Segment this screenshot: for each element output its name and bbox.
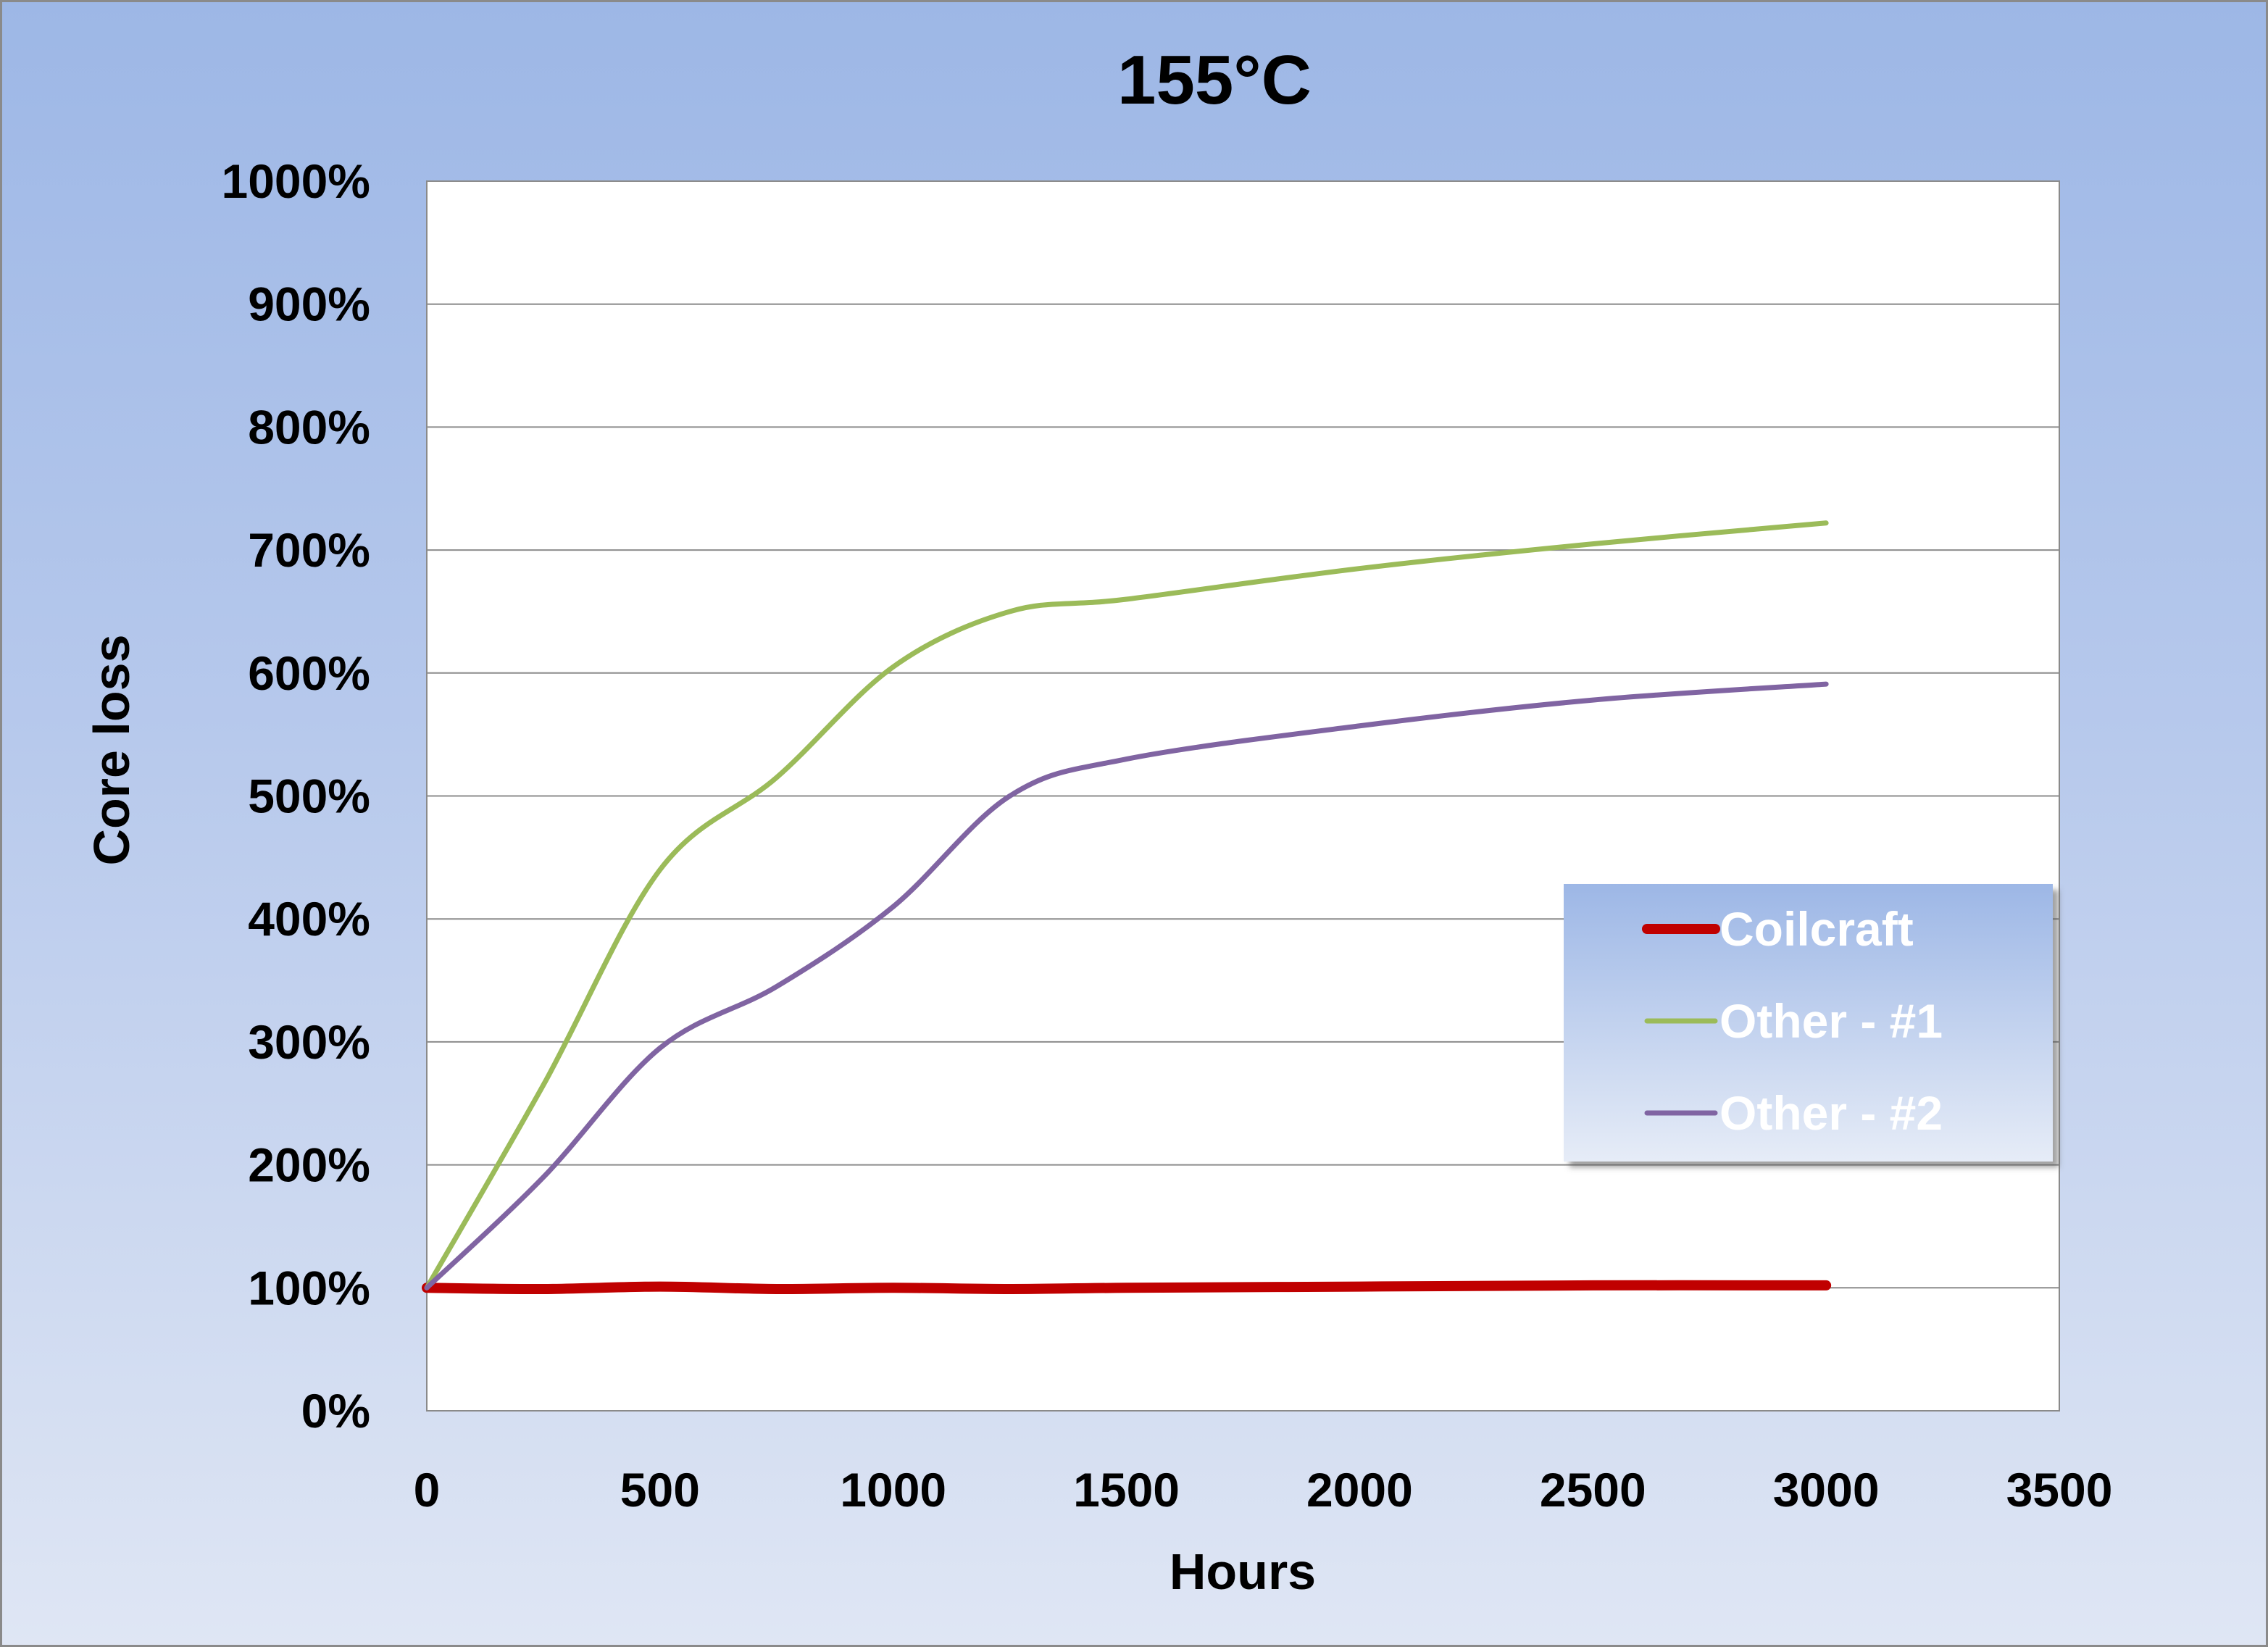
y-tick-label: 500%: [248, 770, 370, 823]
legend-label-coilcraft: Coilcraft: [1719, 902, 1914, 956]
legend-label-other-2: Other - #2: [1719, 1086, 1943, 1140]
series-line-other-1: [424, 520, 1829, 1291]
x-tick-label: 0: [414, 1463, 441, 1517]
x-axis-ticks: 0 500 1000 1500 2000 2500 3000 3500: [414, 1463, 2113, 1517]
chart-title: 155°C: [1117, 41, 1312, 119]
legend-items: Coilcraft Other - #1 Other - #2: [1642, 902, 1943, 1140]
y-tick-label: 400%: [248, 892, 370, 946]
x-tick-label: 1500: [1073, 1463, 1180, 1517]
x-tick-label: 2000: [1306, 1463, 1413, 1517]
y-tick-label: 300%: [248, 1015, 370, 1069]
y-tick-label: 100%: [248, 1261, 370, 1314]
y-tick-label: 700%: [248, 523, 370, 577]
series-line-other-2: [424, 681, 1829, 1291]
series-lines: [422, 520, 1832, 1295]
y-tick-label: 1000%: [221, 154, 370, 208]
y-tick-label: 600%: [248, 646, 370, 700]
x-tick-label: 3500: [2006, 1463, 2113, 1517]
y-axis-title: Core loss: [83, 635, 140, 866]
y-tick-label: 0%: [301, 1384, 370, 1438]
x-tick-label: 2500: [1540, 1463, 1646, 1517]
y-tick-label: 200%: [248, 1138, 370, 1192]
y-axis-ticks: 0% 100% 200% 300% 400% 500% 600% 700% 800% 900% 10…: [221, 154, 370, 1438]
x-tick-label: 1000: [840, 1463, 946, 1517]
legend: Coilcraft Other - #1 Other - #2: [1564, 884, 2053, 1162]
y-tick-label: 800%: [248, 400, 370, 454]
x-axis-title: Hours: [1170, 1543, 1316, 1600]
x-tick-label: 500: [620, 1463, 700, 1517]
y-tick-label: 900%: [248, 278, 370, 331]
series-line-coilcraft: [422, 1280, 1832, 1295]
x-tick-label: 3000: [1773, 1463, 1880, 1517]
legend-label-other-1: Other - #1: [1719, 994, 1943, 1048]
